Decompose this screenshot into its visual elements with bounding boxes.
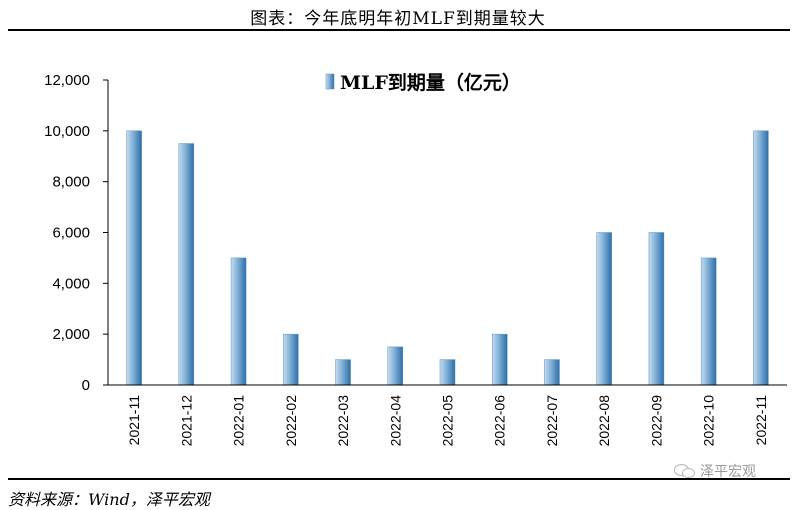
mlf-bar-chart: 0 2,000 4,000 6,000 8,000 10,000 12,000 2021-1… — [44, 71, 787, 447]
legend: MLF到期量（亿元） — [325, 71, 521, 94]
y-tick-label: 10,000 — [44, 123, 90, 140]
x-tick-label: 2021-11 — [126, 395, 142, 446]
x-tick-label: 2022-06 — [492, 395, 508, 447]
x-tick-label: 2022-05 — [440, 395, 456, 447]
source-note: 资料来源：Wind，泽平宏观 — [8, 490, 210, 509]
bar-series — [126, 130, 769, 386]
bar-2022-03 — [335, 359, 351, 386]
bar-2022-05 — [439, 359, 456, 386]
y-axis-ticks: 0 2,000 4,000 6,000 8,000 10,000 12,000 — [44, 72, 108, 394]
bar-2022-02 — [283, 333, 299, 386]
bar-2022-04 — [387, 346, 404, 386]
bar-2022-08 — [596, 232, 612, 386]
figure-title: 图表：今年底明年初MLF到期量较大 — [250, 9, 546, 29]
x-tick-label: 2021-12 — [178, 395, 194, 447]
x-tick-label: 2022-11 — [753, 395, 769, 446]
x-tick-label: 2022-04 — [387, 395, 403, 447]
y-tick-label: 2,000 — [52, 326, 90, 343]
bar-2022-11 — [753, 130, 769, 386]
bar-2022-07 — [544, 359, 560, 386]
bottom-rule — [8, 478, 790, 480]
y-tick-label: 4,000 — [52, 275, 90, 292]
y-tick-label: 0 — [82, 377, 90, 394]
bar-2022-09 — [648, 232, 665, 386]
x-tick-label: 2022-08 — [596, 395, 612, 447]
y-tick-label: 8,000 — [52, 174, 90, 191]
bar-2022-06 — [491, 333, 508, 386]
x-tick-label: 2022-01 — [231, 395, 247, 447]
x-tick-label: 2022-07 — [544, 395, 560, 447]
bar-2022-01 — [230, 257, 247, 386]
bar-2021-11 — [126, 130, 142, 386]
legend-label: MLF到期量（亿元） — [340, 71, 521, 94]
x-axis-ticks: 2021-11 2021-12 2022-01 2022-02 2022-03 2022-… — [126, 395, 769, 447]
bar-2022-10 — [700, 257, 717, 386]
legend-swatch — [325, 73, 335, 90]
watermark: 泽平宏观 — [674, 462, 756, 480]
bar-2021-12 — [178, 143, 195, 386]
x-tick-label: 2022-03 — [335, 395, 351, 447]
x-tick-label: 2022-02 — [283, 395, 299, 447]
y-tick-label: 6,000 — [52, 225, 90, 242]
wechat-icon — [674, 463, 696, 479]
x-tick-label: 2022-10 — [701, 395, 717, 447]
top-rule — [8, 29, 790, 31]
x-tick-label: 2022-09 — [648, 395, 664, 447]
watermark-text: 泽平宏观 — [700, 464, 756, 480]
y-tick-label: 12,000 — [44, 72, 90, 89]
